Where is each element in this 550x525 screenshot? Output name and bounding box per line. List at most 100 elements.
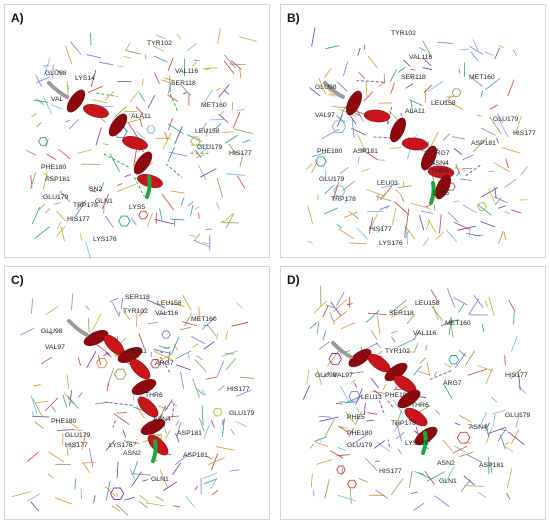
stick-bond <box>176 34 182 40</box>
stick-bond <box>518 374 521 390</box>
stick-bond <box>486 426 507 435</box>
stick-bond <box>425 204 431 208</box>
stick-bond <box>179 327 191 331</box>
aromatic-ring <box>331 120 347 133</box>
residue-sticks <box>26 28 257 259</box>
stick-bond <box>319 341 330 350</box>
stick-bond <box>67 395 79 409</box>
stick-bond <box>322 305 329 318</box>
stick-bond <box>306 369 310 384</box>
stick-bond <box>350 488 352 505</box>
stick-bond <box>158 405 169 410</box>
stick-bond <box>506 467 513 489</box>
stick-bond <box>105 352 112 358</box>
stick-bond <box>193 239 210 247</box>
stick-bond <box>98 355 102 365</box>
stick-bond <box>115 503 129 516</box>
stick-bond <box>105 480 111 501</box>
stick-bond <box>164 399 173 412</box>
helix-ribbon <box>47 81 163 199</box>
helix-ribbon <box>331 341 438 455</box>
stick-bond <box>491 396 498 403</box>
coil-segment-green <box>421 431 428 455</box>
stick-bond <box>199 168 217 178</box>
coil-segment <box>323 81 345 99</box>
stick-bond <box>211 420 215 428</box>
stick-bond <box>496 113 504 123</box>
stick-bond <box>341 467 343 476</box>
stick-bond <box>167 117 173 131</box>
stick-bond <box>173 218 176 227</box>
coil-segment <box>331 341 353 359</box>
stick-bond <box>504 211 511 214</box>
residue-label: ASP181 <box>177 430 202 437</box>
stick-bond <box>113 106 127 119</box>
residue-label: THR6 <box>145 392 163 399</box>
stick-bond <box>363 91 374 102</box>
residue-sticks <box>306 27 528 247</box>
stick-bond <box>216 201 221 210</box>
stick-bond <box>493 162 511 173</box>
stick-bond <box>170 218 185 221</box>
stick-bond <box>176 421 182 438</box>
stick-bond <box>448 101 463 110</box>
stick-bond <box>210 477 218 490</box>
stick-bond <box>494 197 503 206</box>
stick-bond <box>339 166 349 175</box>
stick-bond <box>442 133 451 141</box>
stick-bond <box>338 228 354 240</box>
stick-bond <box>497 428 507 442</box>
stick-bond <box>324 67 332 78</box>
stick-bond <box>442 439 453 452</box>
stick-bond <box>395 432 405 440</box>
stick-bond <box>146 299 166 309</box>
stick-bond <box>365 457 378 471</box>
stick-bond <box>230 429 235 435</box>
stick-bond <box>146 212 153 228</box>
stick-bond <box>132 460 139 475</box>
stick-bond <box>192 378 200 398</box>
panel-b: B) TYR102 VAL116 SER118 MET160 GLU98 LEU158 VA… <box>280 4 546 258</box>
residue-label: TRP178 <box>331 196 356 203</box>
residue-label: ALA11 <box>405 108 425 115</box>
helix-turn <box>397 389 421 409</box>
stick-bond <box>124 174 131 178</box>
stick-bond <box>490 462 493 474</box>
stick-bond <box>432 305 439 321</box>
stick-bond <box>403 59 411 67</box>
stick-bond <box>459 178 472 181</box>
stick-bond <box>135 309 138 327</box>
stick-bond <box>232 111 241 128</box>
stick-bond <box>153 45 165 52</box>
stick-bond <box>155 496 164 502</box>
residue-label: PHE180 <box>51 418 77 425</box>
stick-bond <box>95 127 102 146</box>
stick-bond <box>330 301 341 316</box>
stick-bond <box>171 401 177 407</box>
stick-bond <box>444 363 452 369</box>
helix-turn <box>131 379 157 395</box>
stick-bond <box>390 147 402 149</box>
stick-bond <box>352 435 366 445</box>
stick-bond <box>491 409 507 415</box>
residue-label: VAL116 <box>155 310 178 317</box>
stick-bond <box>337 494 356 502</box>
stick-bond <box>135 106 144 115</box>
stick-bond <box>348 210 359 220</box>
stick-bond <box>501 231 504 237</box>
stick-bond <box>172 462 182 476</box>
stick-bond <box>239 376 255 379</box>
stick-bond <box>317 437 323 443</box>
stick-bond <box>48 451 64 463</box>
hydrogen-bond <box>429 369 453 380</box>
residue-label: GLU98 <box>41 328 63 335</box>
stick-bond <box>488 296 495 316</box>
stick-bond <box>184 312 192 327</box>
stick-bond <box>391 336 396 343</box>
stick-bond <box>391 207 397 226</box>
hydrogen-bond <box>169 93 179 112</box>
stick-bond <box>427 218 436 233</box>
stick-bond <box>373 440 386 449</box>
hydrogen-bond <box>165 163 183 178</box>
